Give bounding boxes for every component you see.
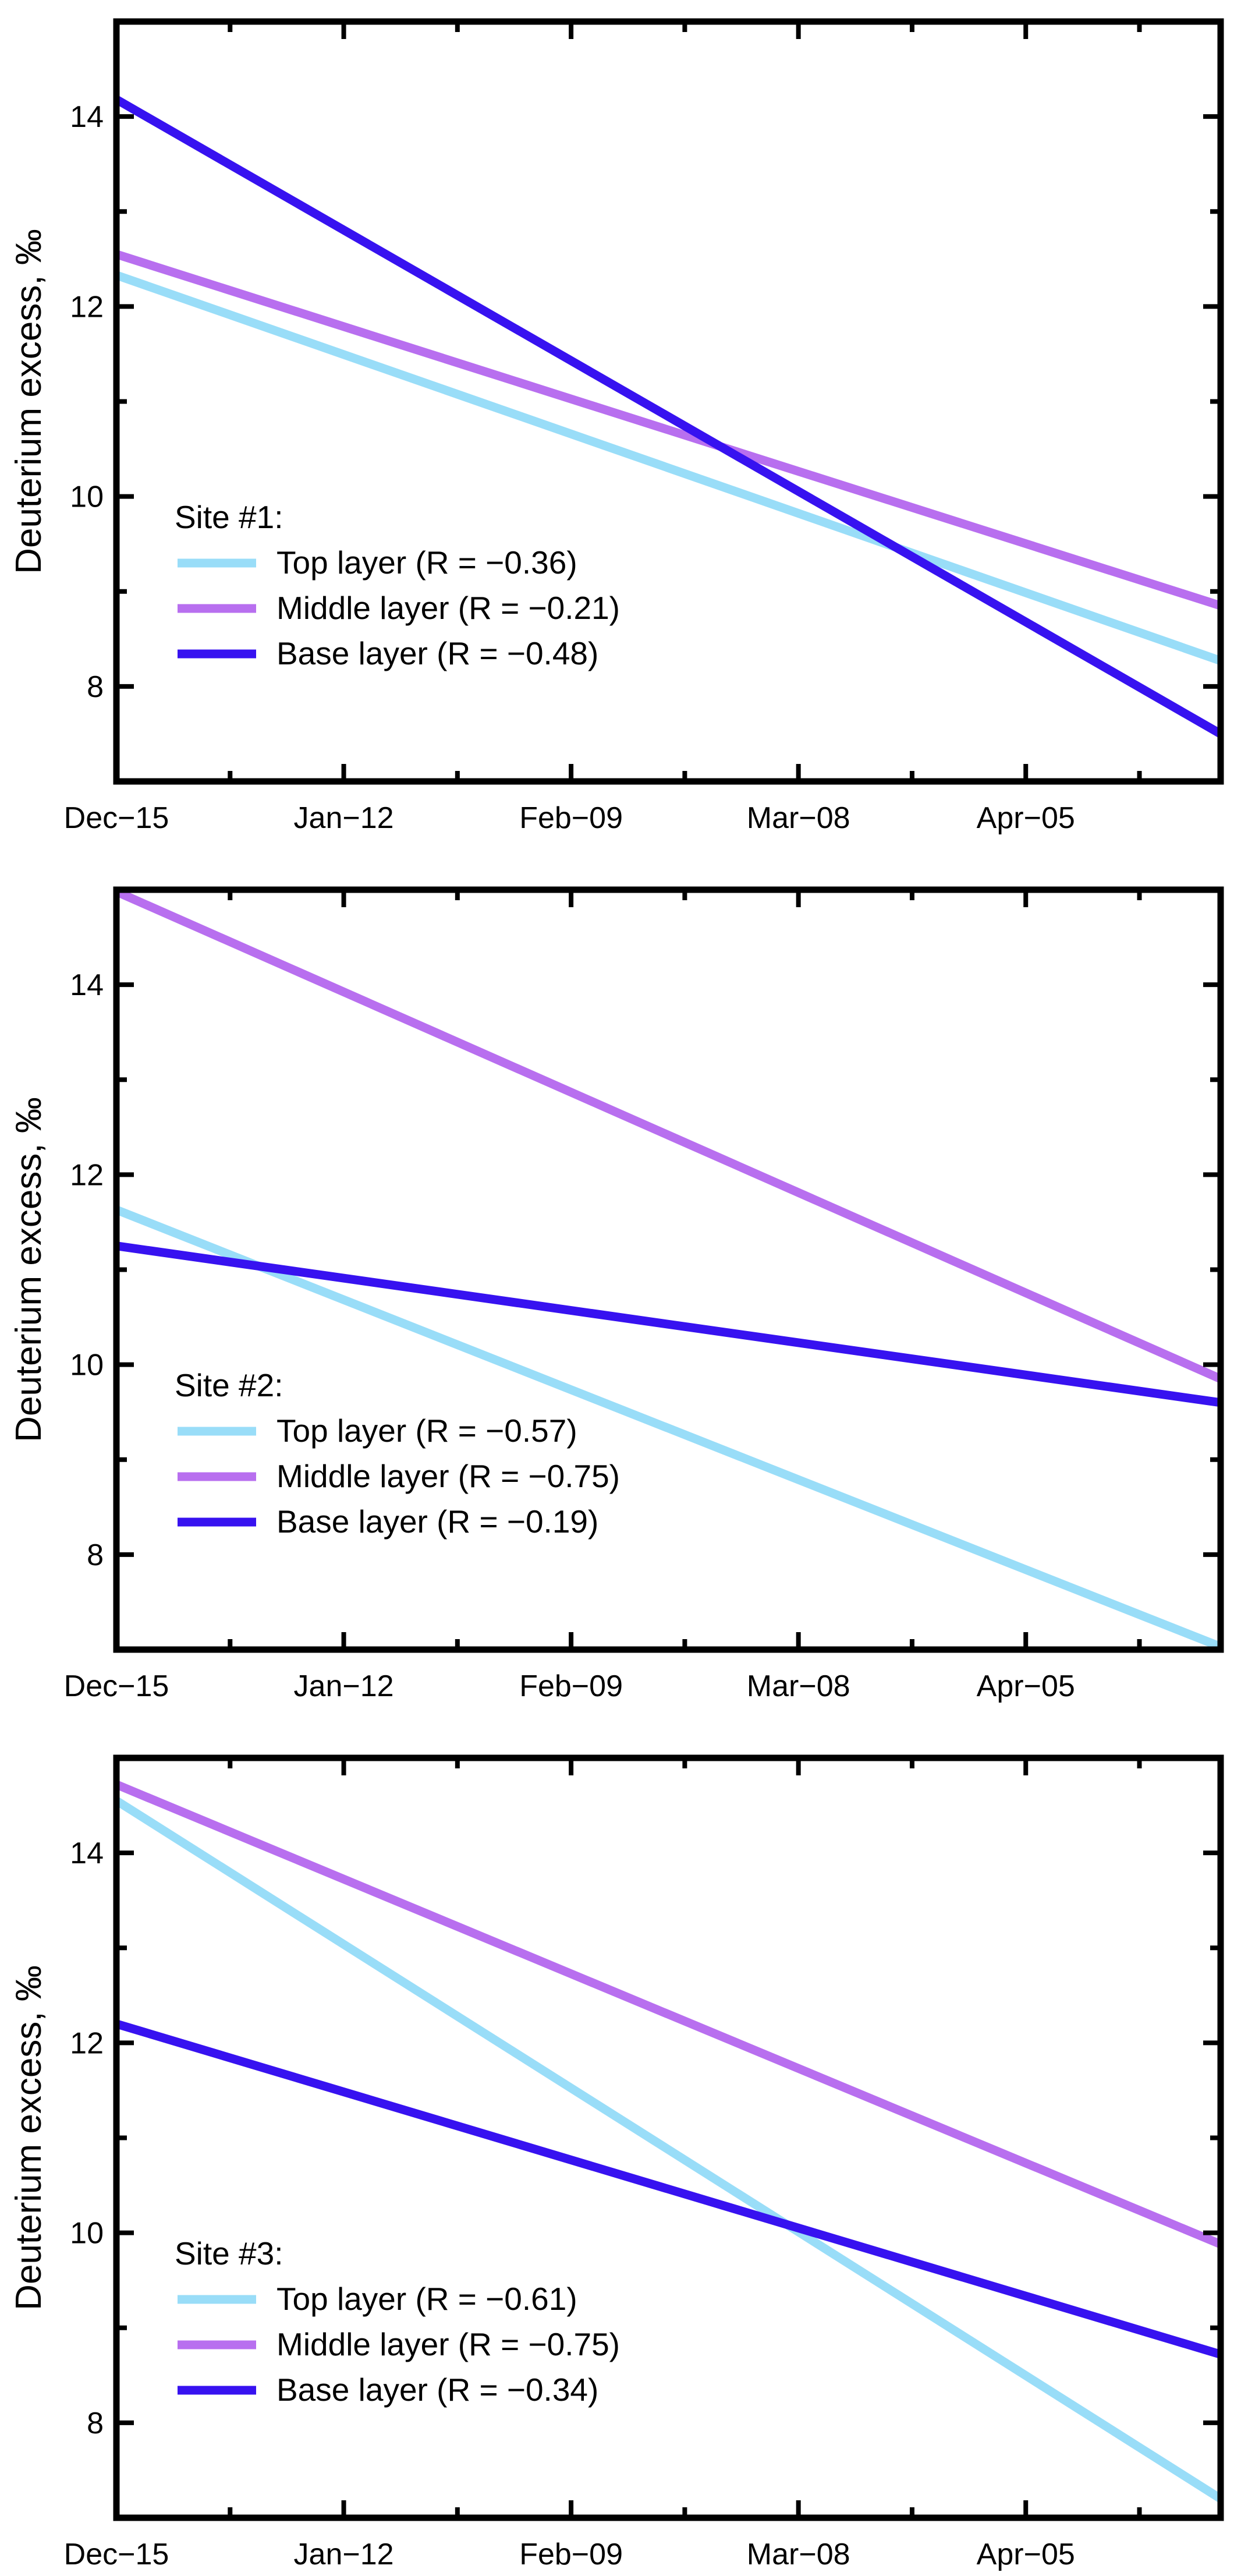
x-tick-label: Feb−09 (519, 1669, 623, 1703)
y-tick-label: 8 (87, 1538, 104, 1572)
legend-title: Site #2: (175, 1367, 283, 1403)
y-tick-label: 12 (70, 290, 104, 324)
series-line-top-layer (116, 271, 1221, 665)
y-tick-label: 10 (70, 480, 104, 514)
series-line-middle-layer (116, 250, 1221, 610)
x-tick-label: Apr−05 (977, 801, 1075, 835)
y-tick-label: 8 (87, 2407, 104, 2440)
series-line-middle-layer (116, 890, 1221, 1383)
chart-panel-1: 8 10 12 14 Dec−15 Jan−12 Feb−09 Mar−08 Apr−05 Deu… (9, 18, 1224, 835)
x-tick-label: Feb−09 (519, 2538, 623, 2571)
legend: Site #1: Top layer (R = −0.36) Middle laye… (175, 499, 620, 671)
series-lines (116, 890, 1221, 1650)
legend-label-base-layer: Base layer (R = −0.48) (276, 635, 598, 671)
legend-label-top-layer: Top layer (R = −0.36) (276, 544, 577, 581)
x-tick-label: Jan−12 (294, 801, 394, 835)
legend: Site #2: Top layer (R = −0.57) Middle laye… (175, 1367, 620, 1540)
x-tick-label: Dec−15 (64, 1669, 169, 1703)
series-line-top-layer (116, 1205, 1221, 1650)
legend-label-middle-layer: Middle layer (R = −0.75) (276, 1458, 620, 1494)
legend-title: Site #1: (175, 499, 283, 535)
x-tick-label: Jan−12 (294, 2538, 394, 2571)
y-tick-label: 14 (70, 100, 104, 134)
series-line-base-layer (116, 1241, 1221, 1407)
y-axis-title: Deuterium excess, ‰ (9, 1965, 49, 2310)
legend-label-middle-layer: Middle layer (R = −0.21) (276, 590, 620, 626)
y-tick-label: 12 (70, 1158, 104, 1192)
x-tick-label: Jan−12 (294, 1669, 394, 1703)
x-tick-label: Apr−05 (977, 1669, 1075, 1703)
legend-title: Site #3: (175, 2235, 283, 2271)
legend-label-top-layer: Top layer (R = −0.57) (276, 1413, 577, 1449)
y-tick-label: 10 (70, 2217, 104, 2251)
x-tick-label: Dec−15 (64, 2538, 169, 2571)
x-tick-label: Apr−05 (977, 2538, 1075, 2571)
legend-label-base-layer: Base layer (R = −0.34) (276, 2372, 598, 2408)
series-line-base-layer (116, 2019, 1221, 2359)
y-tick-label: 12 (70, 2026, 104, 2060)
legend-label-top-layer: Top layer (R = −0.61) (276, 2281, 577, 2317)
series-line-middle-layer (116, 1780, 1221, 2249)
y-tick-label: 10 (70, 1349, 104, 1382)
y-axis-title: Deuterium excess, ‰ (9, 229, 49, 574)
y-tick-label: 8 (87, 670, 104, 704)
legend: Site #3: Top layer (R = −0.61) Middle laye… (175, 2235, 620, 2408)
series-lines (116, 1780, 1221, 2503)
series-line-base-layer (116, 95, 1221, 738)
legend-label-base-layer: Base layer (R = −0.19) (276, 1503, 598, 1540)
x-tick-label: Dec−15 (64, 801, 169, 835)
y-tick-label: 14 (70, 968, 104, 1002)
series-line-top-layer (116, 1797, 1221, 2503)
y-axis-title: Deuterium excess, ‰ (9, 1097, 49, 1442)
x-tick-label: Mar−08 (747, 801, 850, 835)
legend-label-middle-layer: Middle layer (R = −0.75) (276, 2326, 620, 2362)
x-tick-label: Mar−08 (747, 2538, 850, 2571)
y-tick-label: 14 (70, 1837, 104, 1870)
x-tick-label: Mar−08 (747, 1669, 850, 1703)
series-lines (116, 95, 1221, 738)
x-tick-label: Feb−09 (519, 801, 623, 835)
chart-panel-2: 8 10 12 14 Dec−15 Jan−12 Feb−09 Mar−08 Apr−05 Deu… (9, 886, 1224, 1703)
chart-panel-3: 8 10 12 14 Dec−15 Jan−12 Feb−09 Mar−08 Apr−05 Deu… (9, 1754, 1224, 2571)
